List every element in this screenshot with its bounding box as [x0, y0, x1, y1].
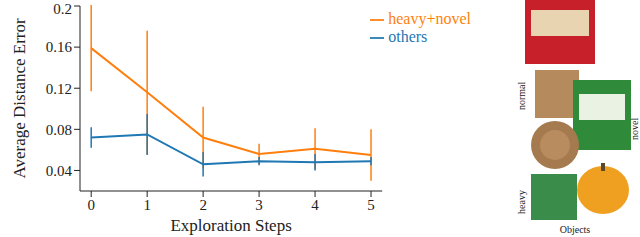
svg-text:2: 2	[199, 197, 207, 213]
svg-text:0.16: 0.16	[46, 39, 73, 55]
svg-text:novel: novel	[629, 118, 632, 140]
svg-text:Objects: Objects	[560, 224, 591, 235]
svg-text:0.08: 0.08	[46, 122, 72, 138]
svg-text:normal: normal	[516, 81, 527, 110]
svg-text:0: 0	[87, 197, 95, 213]
svg-text:5: 5	[367, 197, 375, 213]
svg-text:0.12: 0.12	[46, 81, 72, 97]
svg-text:Average Distance Error: Average Distance Error	[10, 18, 29, 178]
svg-text:Exploration Steps: Exploration Steps	[170, 216, 291, 235]
html-text:others: others	[388, 28, 428, 45]
svg-text:0.04: 0.04	[46, 163, 73, 179]
svg-text:heavy: heavy	[516, 190, 527, 214]
svg-text:3: 3	[255, 197, 263, 213]
svg-text:0.2: 0.2	[53, 1, 72, 17]
html-text:heavy+novel: heavy+novel	[388, 10, 471, 27]
svg-text:1: 1	[143, 197, 151, 213]
svg-text:4: 4	[311, 197, 319, 213]
